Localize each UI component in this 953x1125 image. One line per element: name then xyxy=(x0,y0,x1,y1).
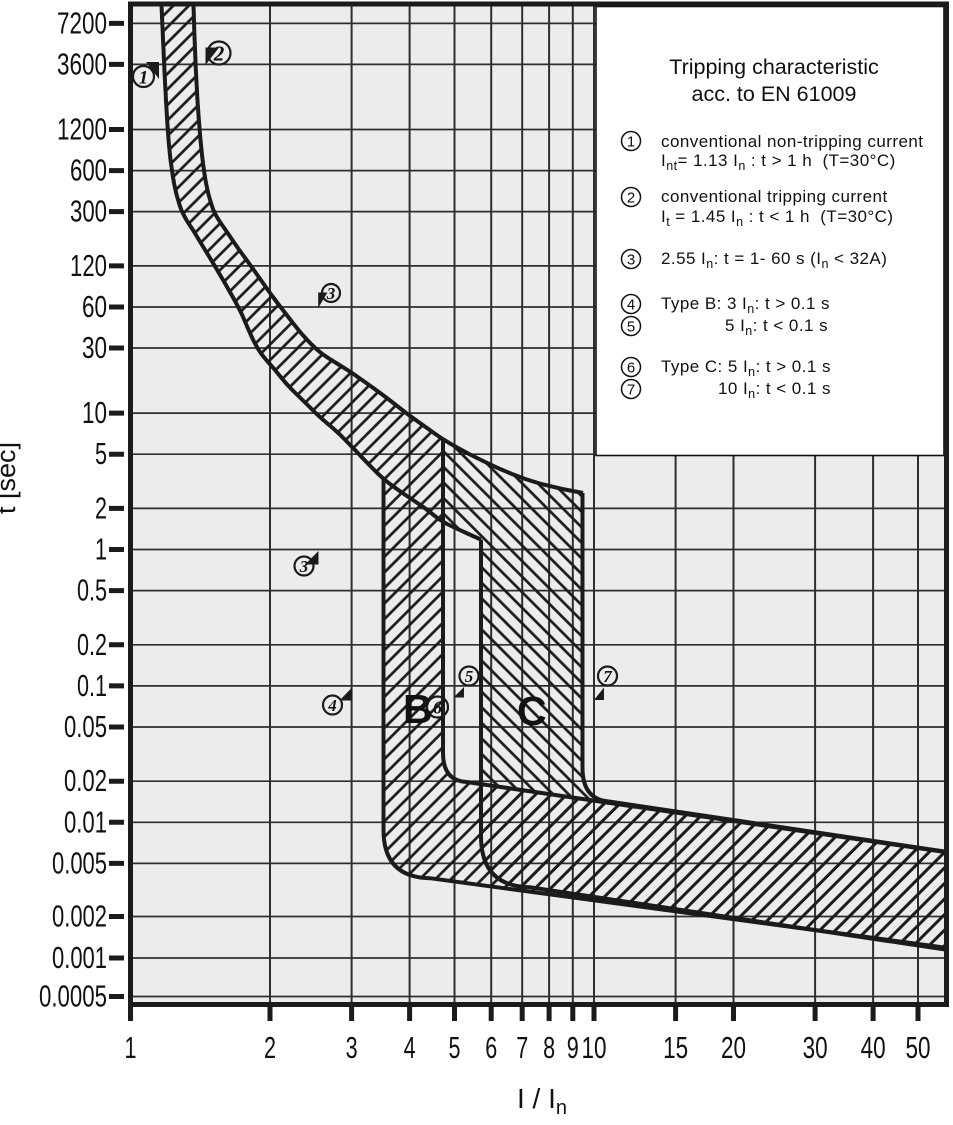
svg-text:t [sec]: t [sec] xyxy=(0,442,21,514)
svg-text:60: 60 xyxy=(82,289,107,324)
svg-text:20: 20 xyxy=(721,1030,746,1065)
svg-text:0.001: 0.001 xyxy=(52,940,107,975)
svg-text:5: 5 xyxy=(95,436,107,471)
svg-text:Tripping characteristic: Tripping characteristic xyxy=(669,55,879,79)
svg-text:0.0005: 0.0005 xyxy=(39,979,107,1014)
svg-text:300: 300 xyxy=(70,194,107,229)
svg-text:3: 3 xyxy=(346,1030,358,1065)
svg-text:2: 2 xyxy=(213,42,225,66)
svg-text:0.2: 0.2 xyxy=(77,627,107,662)
svg-text:3: 3 xyxy=(299,557,309,576)
svg-text:7: 7 xyxy=(627,382,635,399)
svg-text:0.05: 0.05 xyxy=(64,709,107,744)
svg-text:B: B xyxy=(403,686,433,732)
svg-text:2: 2 xyxy=(95,490,107,525)
svg-text:600: 600 xyxy=(70,153,107,188)
svg-text:1: 1 xyxy=(95,532,107,567)
svg-text:2: 2 xyxy=(264,1030,276,1065)
svg-text:6: 6 xyxy=(485,1030,497,1065)
svg-text:It = 1.45 In : t < 1 h (T=30°: It = 1.45 In : t < 1 h (T=30°C) xyxy=(661,207,893,229)
svg-text:0.005: 0.005 xyxy=(52,845,107,880)
svg-text:6: 6 xyxy=(627,360,635,377)
svg-text:5: 5 xyxy=(449,1030,461,1065)
svg-text:5: 5 xyxy=(465,667,474,686)
svg-text:8: 8 xyxy=(543,1030,555,1065)
svg-text:4: 4 xyxy=(327,696,337,715)
svg-text:7: 7 xyxy=(516,1030,528,1065)
svg-text:10: 10 xyxy=(82,395,107,430)
svg-text:15: 15 xyxy=(663,1030,688,1065)
svg-text:3600: 3600 xyxy=(57,46,107,81)
svg-text:5 In: t < 0.1 s: 5 In: t < 0.1 s xyxy=(725,316,828,338)
svg-text:5: 5 xyxy=(627,319,635,336)
svg-text:10 In: t < 0.1 s: 10 In: t < 0.1 s xyxy=(718,379,831,401)
svg-text:7200: 7200 xyxy=(57,5,107,40)
svg-text:120: 120 xyxy=(70,248,107,283)
svg-text:Type C: 5 In: t > 0.1 s: Type C: 5 In: t > 0.1 s xyxy=(661,357,831,379)
svg-text:conventional tripping current: conventional tripping current xyxy=(661,187,888,206)
svg-text:2.55 In: t = 1- 60 s (In < 32A: 2.55 In: t = 1- 60 s (In < 32A) xyxy=(661,249,887,271)
svg-text:Type B: 3 In: t > 0.1 s: Type B: 3 In: t > 0.1 s xyxy=(661,294,830,316)
svg-text:C: C xyxy=(517,688,547,734)
svg-text:0.1: 0.1 xyxy=(77,668,107,703)
svg-text:30: 30 xyxy=(82,330,107,365)
svg-text:10: 10 xyxy=(582,1030,607,1065)
svg-text:1200: 1200 xyxy=(57,112,107,147)
svg-text:30: 30 xyxy=(803,1030,828,1065)
svg-text:6: 6 xyxy=(433,698,442,718)
svg-text:conventional non-tripping curr: conventional non-tripping current xyxy=(661,132,923,151)
svg-text:2: 2 xyxy=(627,190,635,207)
svg-text:1: 1 xyxy=(139,67,149,88)
svg-text:9: 9 xyxy=(567,1030,579,1065)
svg-text:40: 40 xyxy=(861,1030,886,1065)
svg-text:0.5: 0.5 xyxy=(77,573,107,608)
svg-text:0.01: 0.01 xyxy=(64,804,107,839)
svg-text:Int= 1.13 In : t > 1 h (T=30°: Int= 1.13 In : t > 1 h (T=30°C) xyxy=(661,151,896,173)
svg-text:3: 3 xyxy=(326,284,336,303)
svg-text:50: 50 xyxy=(906,1030,931,1065)
svg-text:0.02: 0.02 xyxy=(64,763,107,798)
svg-text:1: 1 xyxy=(627,134,635,151)
svg-text:0.002: 0.002 xyxy=(52,899,107,934)
svg-text:7: 7 xyxy=(603,667,613,686)
svg-text:3: 3 xyxy=(627,252,635,269)
svg-text:4: 4 xyxy=(627,297,635,314)
svg-text:1: 1 xyxy=(125,1030,137,1065)
svg-text:acc. to EN 61009: acc. to EN 61009 xyxy=(692,82,857,106)
svg-text:4: 4 xyxy=(404,1030,416,1065)
